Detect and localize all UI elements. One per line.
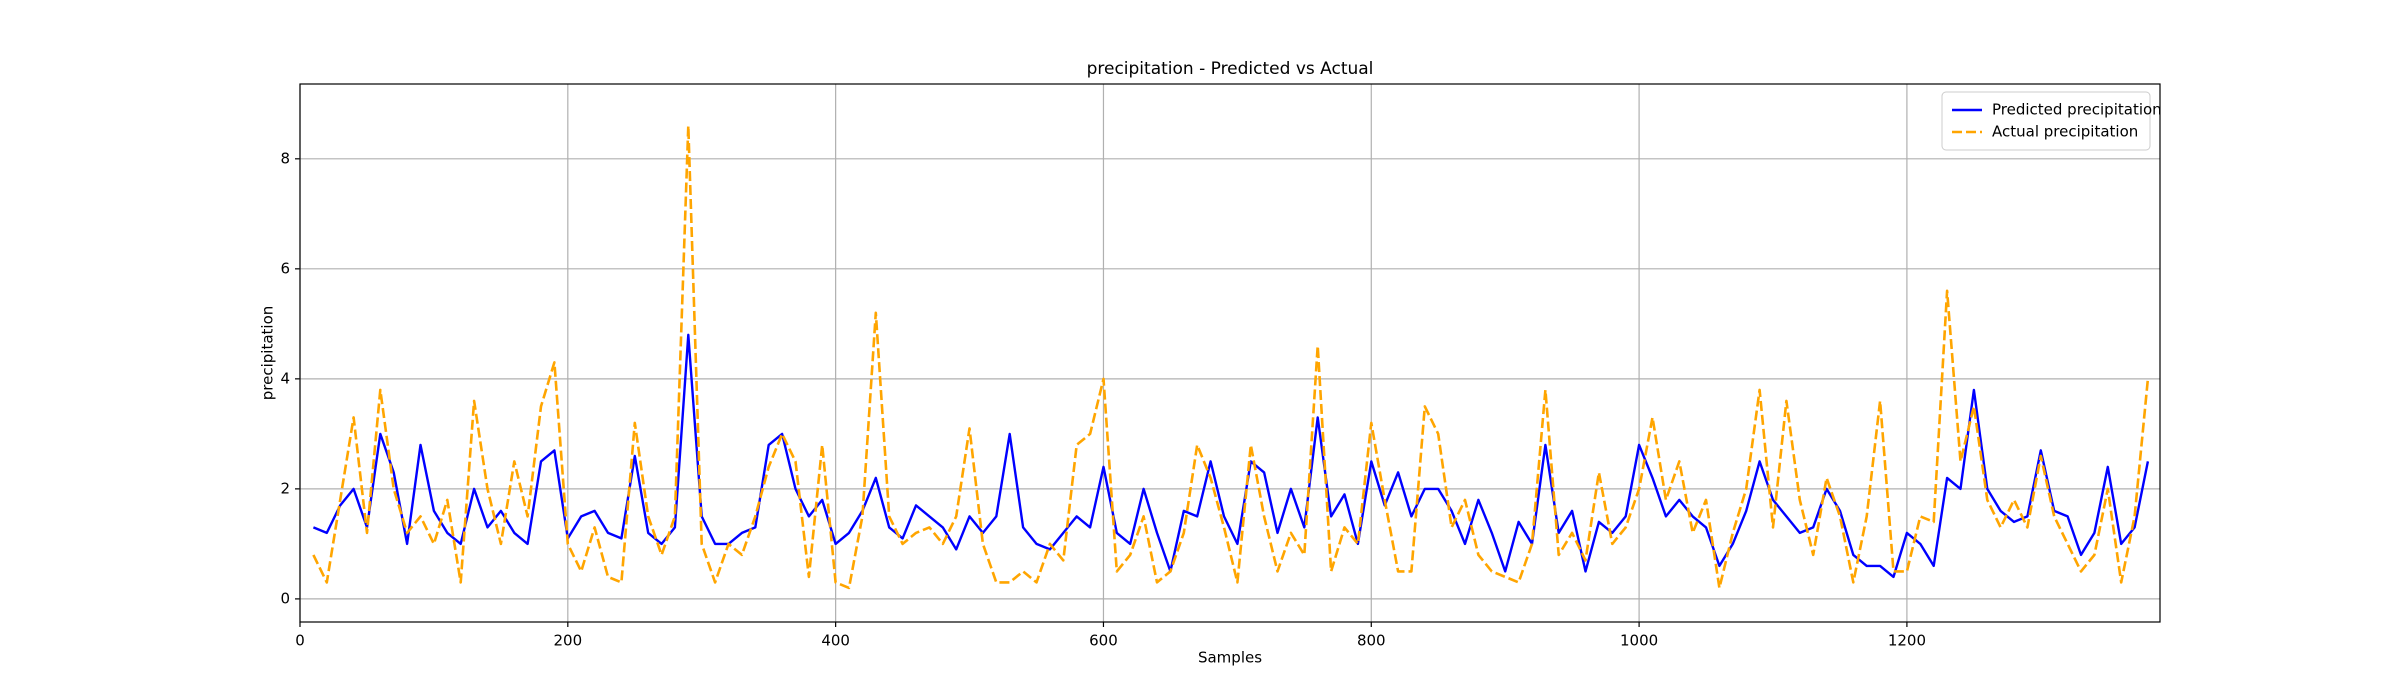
chart-title: precipitation - Predicted vs Actual — [1087, 59, 1374, 79]
y-tick-label: 2 — [280, 479, 290, 497]
legend-label: Predicted precipitation — [1992, 101, 2162, 119]
x-tick-label: 600 — [1089, 632, 1118, 650]
y-tick-label: 6 — [280, 259, 290, 277]
y-tick-label: 4 — [280, 369, 290, 387]
x-tick-label: 0 — [295, 632, 305, 650]
legend-label: Actual precipitation — [1992, 123, 2138, 141]
x-tick-label: 400 — [821, 632, 850, 650]
legend-box — [1941, 91, 2151, 151]
x-tick-label: 200 — [553, 632, 582, 650]
plot-frame — [299, 83, 2161, 623]
series-line — [312, 124, 2150, 590]
x-tick-label: 800 — [1357, 632, 1386, 650]
legend: Predicted precipitation Actual precipitat… — [1941, 91, 2162, 151]
x-tick-label: 1000 — [1620, 632, 1658, 650]
x-axis-label: Samples — [1198, 649, 1262, 667]
series-line — [312, 333, 2150, 579]
y-axis-label: precipitation — [259, 306, 277, 401]
y-tick-label: 8 — [280, 149, 290, 167]
x-tick-label: 1200 — [1888, 632, 1926, 650]
y-tick-label: 0 — [280, 589, 290, 607]
